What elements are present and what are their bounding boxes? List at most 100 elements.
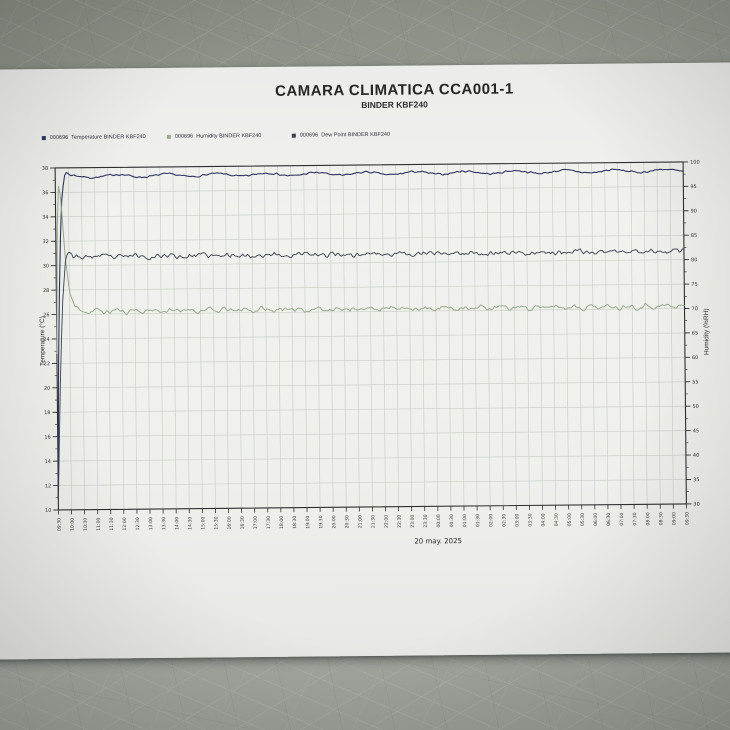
x-axis-ticklabel: 16:30	[240, 516, 246, 529]
x-axis-ticklabel: 07:00	[619, 512, 625, 525]
x-axis-ticklabel: 10:00	[70, 518, 76, 531]
x-axis-ticklabel: 15:00	[200, 516, 206, 529]
x-axis-ticklabel: 20:30	[344, 515, 350, 528]
left-axis-ticklabel: 12	[45, 483, 51, 489]
left-axis-ticklabel: 34	[42, 215, 48, 221]
x-axis-ticklabel: 21:30	[370, 515, 376, 528]
x-axis-ticklabel: 18:30	[292, 516, 298, 529]
x-axis-ticklabel: 12:30	[135, 517, 141, 530]
x-axis-ticklabel: 12:00	[122, 517, 128, 530]
x-axis-ticklabel: 13:00	[148, 517, 154, 530]
x-axis-ticklabel: 14:30	[187, 517, 193, 530]
x-axis-ticklabel: 19:00	[305, 515, 311, 528]
left-axis-ticklabel: 10	[45, 508, 51, 514]
x-axis-ticklabel: 18:00	[279, 516, 285, 529]
x-axis-ticklabel: 15:30	[213, 516, 219, 529]
right-axis-ticklabel: 95	[690, 184, 696, 190]
gridline-horizontal	[57, 357, 685, 364]
left-axis-ticklabel: 22	[44, 361, 50, 367]
x-axis-ticklabel: 06:00	[593, 513, 599, 526]
right-axis-ticklabel: 50	[692, 404, 698, 410]
gridline-horizontal	[56, 259, 685, 266]
left-axis-ticklabel: 26	[43, 312, 49, 318]
x-axis-ticklabel: 16:00	[227, 516, 233, 529]
x-axis-ticklabel: 03:30	[527, 513, 533, 526]
x-axis-ticklabel: 13:30	[161, 517, 167, 530]
gridline-horizontal	[55, 234, 684, 242]
x-axis-ticklabel: 06:30	[606, 513, 612, 526]
gridline-horizontal	[57, 430, 686, 437]
right-axis-ticklabel: 30	[693, 502, 699, 508]
series-humidity-line	[56, 185, 685, 355]
x-axis-ticklabel: 09:00	[671, 512, 677, 525]
left-axis-ticklabel: 32	[42, 239, 48, 245]
series-dew-point-line	[57, 248, 685, 505]
right-axis-ticklabel: 75	[691, 282, 697, 288]
x-axis-ticklabel: 04:00	[541, 513, 547, 526]
x-axis-ticklabel: 17:30	[266, 516, 272, 529]
right-axis-ticklabel: 55	[692, 379, 698, 385]
x-axis-date-label: 20 may. 2025	[414, 537, 462, 545]
gridline-horizontal	[58, 479, 687, 486]
x-axis-ticklabel: 00:00	[436, 514, 442, 527]
left-axis-ticklabel: 38	[42, 166, 48, 172]
x-axis-ticklabel: 00:30	[449, 514, 455, 527]
x-axis-ticklabel: 04:30	[554, 513, 560, 526]
printed-chart-paper: 38 100 36 95 34 90 32 85 30 80 28 75 26 70 24 65 22 60 20 5…	[0, 62, 730, 660]
right-axis-ticklabel: 100	[690, 160, 700, 166]
x-axis-ticklabel: 21:00	[357, 515, 363, 528]
right-axis-ticklabel: 40	[693, 453, 699, 459]
x-axis-ticklabel: 05:00	[567, 513, 573, 526]
x-axis-ticklabel: 10:30	[83, 518, 89, 531]
left-axis-ticklabel: 30	[43, 264, 49, 270]
x-axis-ticklabel: 20:00	[331, 515, 337, 528]
left-axis-ticklabel: 18	[44, 410, 50, 416]
x-axis-ticklabel: 22:00	[384, 515, 390, 528]
left-axis-ticklabel: 14	[45, 459, 51, 465]
series-temperature-line	[57, 168, 684, 499]
gridline-horizontal	[56, 308, 685, 315]
x-axis-ticklabel: 01:30	[475, 514, 481, 527]
x-axis-ticklabel: 09:30	[56, 518, 62, 531]
right-axis-ticklabel: 90	[691, 208, 697, 214]
right-axis-ticklabel: 80	[691, 257, 697, 263]
x-axis-ticklabel: 23:00	[410, 514, 416, 527]
x-axis-ticklabel: 08:30	[658, 512, 664, 525]
right-axis-ticklabel: 45	[693, 428, 699, 434]
x-axis-ticklabel: 23:30	[423, 514, 429, 527]
x-axis-ticklabel: 02:30	[501, 514, 507, 527]
right-axis-ticklabel: 60	[692, 355, 698, 361]
left-axis-ticklabel: 20	[44, 386, 50, 392]
gridline-horizontal	[56, 332, 685, 340]
x-axis-ticklabel: 19:30	[318, 515, 324, 528]
gridline-horizontal	[55, 186, 684, 193]
gridline-horizontal	[57, 405, 686, 413]
x-axis-ticklabel: 03:00	[514, 513, 520, 526]
x-axis-ticklabel: 08:00	[645, 512, 651, 525]
x-axis-ticklabel: 01:00	[462, 514, 468, 527]
right-axis-ticklabel: 65	[692, 331, 698, 337]
gridline-horizontal	[57, 454, 686, 462]
x-axis-ticklabel: 07:30	[632, 512, 638, 525]
left-axis-ticklabel: 28	[43, 288, 49, 294]
left-axis-ticklabel: 16	[44, 435, 50, 441]
x-axis-ticklabel: 14:00	[174, 517, 180, 530]
x-axis-ticklabel: 09:30	[684, 512, 690, 525]
right-axis-ticklabel: 85	[691, 233, 697, 239]
left-axis-ticklabel: 24	[43, 337, 49, 343]
chart-plot-svg: 38 100 36 95 34 90 32 85 30 80 28 75 26 70 24 65 22 60 20 5…	[42, 160, 700, 546]
gridline-horizontal	[57, 381, 686, 389]
x-axis-ticklabel: 17:00	[253, 516, 259, 529]
gridline-horizontal	[55, 210, 684, 218]
x-axis-ticklabel: 11:30	[109, 517, 115, 530]
right-axis-ticklabel: 70	[691, 306, 697, 312]
x-axis-ticklabel: 02:00	[488, 514, 494, 527]
x-axis-ticklabel: 05:30	[580, 513, 586, 526]
left-axis-ticklabel: 36	[42, 190, 48, 196]
x-axis-ticklabel: 22:30	[397, 515, 403, 528]
right-axis-ticklabel: 35	[693, 477, 699, 483]
x-axis-ticklabel: 11:00	[96, 517, 102, 530]
gridline-horizontal	[56, 283, 685, 291]
